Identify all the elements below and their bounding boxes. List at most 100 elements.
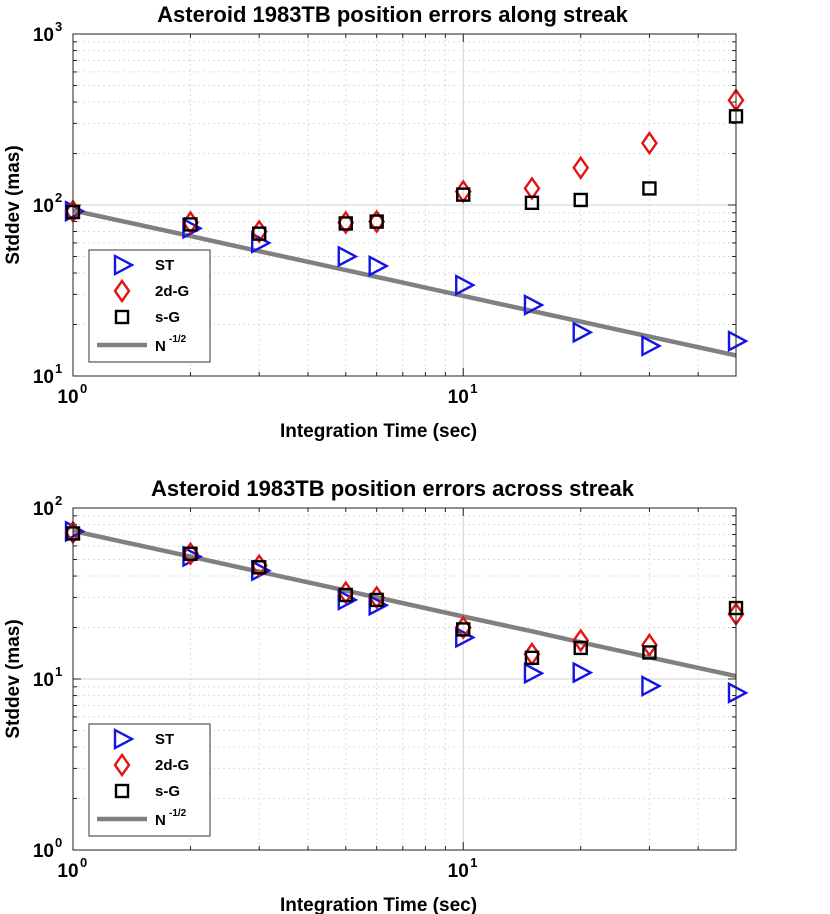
legend-entry-s-G: s-G [114, 783, 180, 800]
chart-2: Asteroid 1983TB position errors across s… [3, 476, 749, 914]
x-tick-base: 10 [448, 861, 469, 882]
marker-s-G [524, 195, 540, 211]
marker-2d-G [337, 210, 355, 235]
y-tick-exp: 3 [55, 19, 62, 34]
y-tick-label: 10 0 [33, 835, 62, 862]
y-tick-base: 10 [33, 25, 54, 46]
y-tick-label: 10 2 [33, 493, 62, 520]
marker-s-G [642, 181, 657, 196]
legend: ST 2d-G s-G N -1/2 [88, 249, 211, 363]
x-tick-exp: 1 [470, 381, 477, 396]
marker-2d-G [368, 209, 386, 234]
marker-s-G [573, 192, 588, 208]
marker-s-G [183, 546, 198, 561]
chart-title: Asteroid 1983TB position errors along st… [157, 2, 628, 27]
chart-1: Asteroid 1983TB position errors along st… [3, 2, 749, 442]
axes-frame [72, 33, 737, 377]
marker-2d-G [523, 176, 541, 201]
legend-label-sup: -1/2 [169, 334, 187, 345]
y-tick-base: 10 [33, 196, 54, 217]
axes-frame [72, 507, 737, 851]
series-line-N [72, 208, 737, 358]
y-tick-exp: 2 [55, 493, 62, 508]
legend-marker [113, 254, 135, 276]
series-line-N [72, 528, 737, 679]
legend-marker [113, 278, 131, 304]
marker-ST [641, 675, 662, 697]
x-tick-exp: 0 [80, 855, 87, 870]
x-tick-base: 10 [448, 387, 469, 408]
marker-s-G [338, 216, 353, 231]
marker-ST [523, 294, 545, 317]
legend-label: 2d-G [155, 757, 189, 774]
marker-ST [368, 254, 390, 277]
y-tick-label: 10 1 [33, 664, 62, 691]
marker-2d-G [182, 541, 199, 566]
legend-entry-ST: ST [113, 254, 174, 276]
legend-entry-ST: ST [113, 728, 174, 750]
x-tick-label: 10 0 [57, 855, 87, 882]
x-tick-base: 10 [57, 387, 78, 408]
legend-label: ST [155, 731, 174, 748]
legend-label: 2d-G [155, 283, 189, 300]
marker-ST [572, 661, 594, 684]
legend: ST 2d-G s-G N -1/2 [88, 723, 211, 837]
legend-label: s-G [155, 309, 180, 326]
y-tick-exp: 1 [55, 361, 62, 376]
legend-entry-2d-G: 2d-G [113, 752, 189, 778]
marker-ST [523, 662, 545, 685]
x-tick-label: 10 1 [448, 381, 478, 408]
legend-entry-s-G: s-G [114, 309, 180, 326]
y-tick-label: 10 3 [33, 19, 62, 46]
marker-s-G [573, 640, 588, 656]
marker-s-G [369, 214, 384, 229]
marker-s-G [456, 187, 471, 202]
legend-label: N [155, 812, 166, 829]
legend-entry-2d-G: 2d-G [113, 278, 189, 304]
y-tick-base: 10 [33, 841, 54, 862]
y-tick-base: 10 [33, 499, 54, 520]
legend-entry-N: N -1/2 [97, 334, 187, 355]
chart-title: Asteroid 1983TB position errors across s… [151, 476, 635, 501]
marker-s-G [338, 587, 353, 603]
x-tick-base: 10 [57, 861, 78, 882]
y-tick-exp: 2 [55, 190, 62, 205]
marker-s-G [369, 592, 384, 608]
legend-marker [113, 728, 135, 750]
marker-ST [337, 245, 359, 268]
x-tick-label: 10 0 [57, 381, 87, 408]
marker-ST [641, 334, 662, 357]
marker-2d-G [572, 155, 590, 180]
grid [73, 508, 736, 850]
marker-s-G [524, 650, 540, 666]
legend-label: N [155, 338, 166, 355]
marker-2d-G [640, 632, 658, 658]
legend-marker [113, 752, 131, 778]
marker-ST [455, 274, 476, 297]
x-tick-exp: 0 [80, 381, 87, 396]
y-axis-label: Stddev (mas) [3, 145, 24, 264]
marker-s-G [251, 226, 267, 241]
legend-label: s-G [155, 783, 180, 800]
x-tick-label: 10 1 [448, 855, 478, 882]
legend-label-sup: -1/2 [169, 808, 187, 819]
y-tick-base: 10 [33, 367, 54, 388]
marker-s-G [251, 560, 267, 575]
marker-ST [727, 330, 749, 353]
marker-s-G [183, 217, 198, 232]
y-axis-label: Stddev (mas) [3, 619, 24, 738]
legend-label: ST [155, 257, 174, 274]
marker-ST [572, 321, 594, 344]
y-tick-label: 10 2 [33, 190, 62, 217]
marker-2d-G [640, 131, 658, 156]
legend-entry-N: N -1/2 [97, 808, 187, 829]
x-axis-label: Integration Time (sec) [280, 895, 477, 914]
x-axis-label: Integration Time (sec) [280, 421, 477, 442]
marker-2d-G [572, 628, 590, 653]
x-tick-exp: 1 [470, 855, 477, 870]
marker-s-G [456, 622, 471, 637]
y-tick-exp: 1 [55, 664, 62, 679]
y-tick-base: 10 [33, 670, 54, 691]
marker-ST [455, 626, 476, 649]
